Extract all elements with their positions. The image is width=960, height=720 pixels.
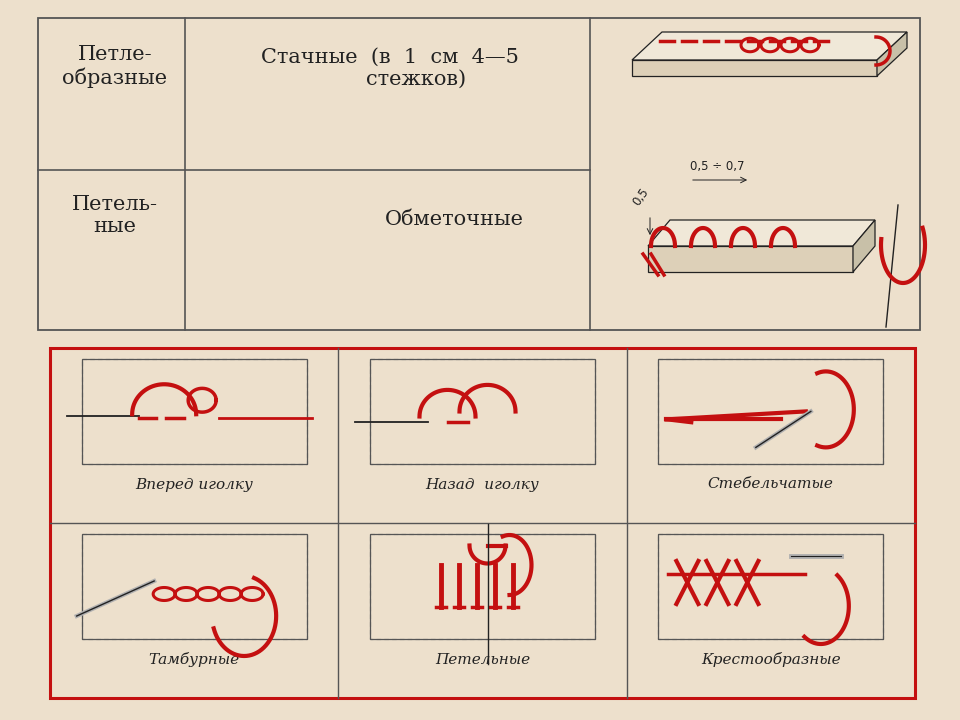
Text: Петельные: Петельные — [435, 652, 530, 667]
Text: Назад  иголку: Назад иголку — [425, 477, 540, 492]
Polygon shape — [632, 32, 907, 60]
Text: Стачные  (в  1  см  4—5
        стежков): Стачные (в 1 см 4—5 стежков) — [261, 48, 519, 89]
Text: Вперед иголку: Вперед иголку — [135, 477, 253, 492]
Text: Петель-
ные: Петель- ные — [72, 195, 158, 236]
Text: Петле-
образные: Петле- образные — [62, 45, 168, 88]
Polygon shape — [648, 246, 853, 272]
Text: Крестообразные: Крестообразные — [701, 652, 841, 667]
Polygon shape — [632, 60, 877, 76]
Polygon shape — [648, 220, 875, 246]
Text: 0,5 ÷ 0,7: 0,5 ÷ 0,7 — [690, 160, 745, 173]
Text: Тамбурные: Тамбурные — [149, 652, 240, 667]
Text: Стебельчатые: Стебельчатые — [708, 477, 834, 492]
Polygon shape — [877, 32, 907, 76]
Text: 0,5: 0,5 — [631, 185, 652, 208]
Polygon shape — [853, 220, 875, 272]
Text: Обметочные: Обметочные — [385, 210, 524, 229]
